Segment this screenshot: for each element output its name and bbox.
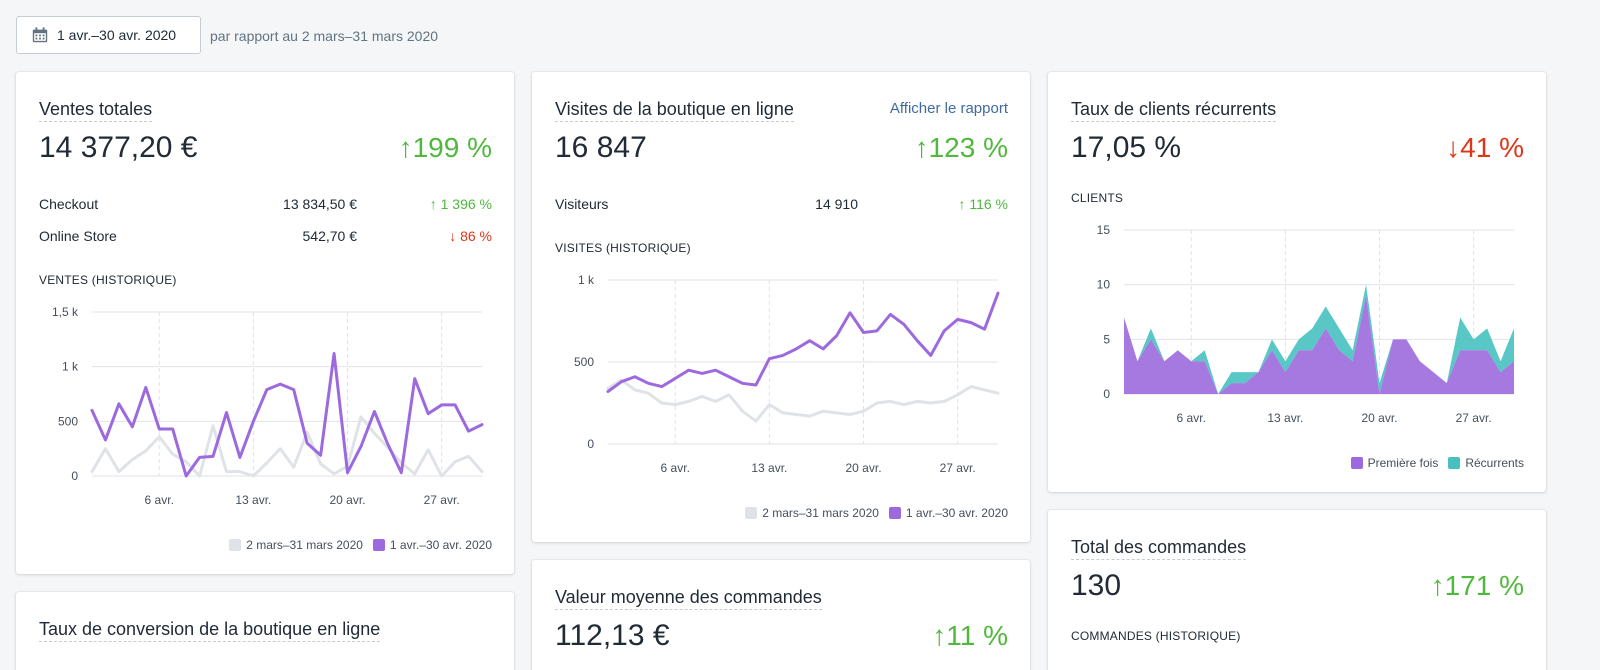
customers-label: CLIENTS xyxy=(1071,191,1124,205)
x-tick-label: 13 avr. xyxy=(751,461,787,475)
sales-history-chart: 0 500 1 k 1,5 k 6 avr. 13 avr. 20 avr. 27 avr. xyxy=(52,305,484,507)
y-tick-label: 5 xyxy=(1103,332,1110,346)
sales-row-value: 542,70 € xyxy=(302,228,358,244)
visits-history-label: VISITES (HISTORIQUE) xyxy=(555,241,691,255)
legend-swatch-returning xyxy=(1448,457,1461,469)
series-line-previous xyxy=(90,415,484,478)
total-sales-title[interactable]: Ventes totales xyxy=(39,98,153,122)
x-tick-label: 20 avr. xyxy=(1362,411,1398,425)
y-tick-label: 1,5 k xyxy=(52,305,79,319)
orders-card: Total des commandes 130 ↑171 % COMMANDES… xyxy=(1048,510,1546,670)
y-tick-label: 1 k xyxy=(578,273,595,287)
visits-legend: 2 mars–31 mars 2020 1 avr.–30 avr. 2020 xyxy=(735,506,1008,520)
visits-history-chart: 0 500 1 k 6 avr. 13 avr. 20 avr. 27 avr. xyxy=(574,273,1000,475)
sales-row-online-store: Online Store 542,70 € ↓ 86 % xyxy=(39,228,492,248)
series-line-current xyxy=(90,352,484,478)
visits-row-change: ↑ 116 % xyxy=(958,196,1008,212)
x-tick-label: 27 avr. xyxy=(940,461,976,475)
y-tick-label: 1 k xyxy=(62,360,79,374)
customers-legend: Première fois Récurrents xyxy=(1341,456,1524,470)
legend-swatch-previous xyxy=(229,539,242,551)
customers-chart: 0 5 10 15 6 avr. 13 avr. 20 avr. 27 avr. xyxy=(1097,223,1514,425)
sales-history-label: VENTES (HISTORIQUE) xyxy=(39,273,177,287)
series-line-current xyxy=(606,291,1000,394)
legend-swatch-first-time xyxy=(1350,457,1363,469)
total-sales-change: ↑199 % xyxy=(398,132,492,163)
legend-label-previous: 2 mars–31 mars 2020 xyxy=(762,506,879,520)
returning-value: 17,05 % xyxy=(1071,131,1182,164)
series-area-first-time xyxy=(1124,295,1514,394)
conversion-card: Taux de conversion de la boutique en lig… xyxy=(16,592,514,670)
legend-label-returning: Récurrents xyxy=(1465,456,1524,470)
y-tick-label: 10 xyxy=(1097,278,1111,292)
orders-change: ↑171 % xyxy=(1430,570,1524,601)
orders-value: 130 xyxy=(1071,569,1122,602)
total-sales-value: 14 377,20 € xyxy=(39,131,198,164)
sales-row-name: Online Store xyxy=(39,228,117,244)
aov-card: Valeur moyenne des commandes 112,13 € ↑1… xyxy=(532,560,1030,670)
total-sales-card: Ventes totales 14 377,20 € ↑199 % Checko… xyxy=(16,72,514,574)
legend-label-first-time: Première fois xyxy=(1367,456,1439,470)
returning-title[interactable]: Taux de clients récurrents xyxy=(1071,98,1277,122)
x-tick-label: 6 avr. xyxy=(1177,411,1206,425)
legend-swatch-previous xyxy=(745,507,758,519)
sales-row-change: ↓ 86 % xyxy=(449,228,492,244)
visits-card: Visites de la boutique en ligne Afficher… xyxy=(532,72,1030,542)
aov-change: ↑11 % xyxy=(932,620,1008,651)
visits-value: 16 847 xyxy=(555,131,647,164)
legend-label-previous: 2 mars–31 mars 2020 xyxy=(246,538,363,552)
legend-swatch-current xyxy=(372,539,385,551)
visits-change: ↑123 % xyxy=(914,132,1008,163)
date-range-label: 1 avr.–30 avr. 2020 xyxy=(57,27,177,43)
date-range-button[interactable]: 1 avr.–30 avr. 2020 xyxy=(16,16,201,54)
visits-row-value: 14 910 xyxy=(815,196,858,212)
sales-row-value: 13 834,50 € xyxy=(283,196,357,212)
view-report-link[interactable]: Afficher le rapport xyxy=(889,100,1008,117)
aov-title[interactable]: Valeur moyenne des commandes xyxy=(555,586,822,610)
legend-label-current: 1 avr.–30 avr. 2020 xyxy=(389,538,492,552)
y-tick-label: 15 xyxy=(1097,223,1111,237)
series-line-previous xyxy=(606,378,1000,423)
x-tick-label: 13 avr. xyxy=(1267,411,1303,425)
y-tick-label: 0 xyxy=(1103,387,1110,401)
sales-legend: 2 mars–31 mars 2020 1 avr.–30 avr. 2020 xyxy=(219,538,492,552)
sales-row-name: Checkout xyxy=(39,196,99,212)
returning-change: ↓41 % xyxy=(1446,132,1524,163)
series-area-returning xyxy=(1124,284,1514,394)
legend-label-current: 1 avr.–30 avr. 2020 xyxy=(905,506,1008,520)
y-tick-label: 0 xyxy=(587,437,594,451)
y-tick-label: 500 xyxy=(574,355,594,369)
x-tick-label: 6 avr. xyxy=(661,461,690,475)
legend-swatch-current xyxy=(888,507,901,519)
x-tick-label: 27 avr. xyxy=(424,493,460,507)
y-tick-label: 0 xyxy=(71,469,78,483)
x-tick-label: 20 avr. xyxy=(330,493,366,507)
orders-history-label: COMMANDES (HISTORIQUE) xyxy=(1071,629,1241,643)
x-tick-label: 20 avr. xyxy=(846,461,882,475)
x-tick-label: 6 avr. xyxy=(145,493,174,507)
x-tick-label: 27 avr. xyxy=(1456,411,1492,425)
visits-row-name: Visiteurs xyxy=(555,196,609,212)
visits-title[interactable]: Visites de la boutique en ligne xyxy=(555,98,794,122)
orders-title[interactable]: Total des commandes xyxy=(1071,536,1247,560)
sales-row-checkout: Checkout 13 834,50 € ↑ 1 396 % xyxy=(39,196,492,216)
y-tick-label: 500 xyxy=(58,414,78,428)
calendar-icon xyxy=(32,27,48,43)
compare-text: par rapport au 2 mars–31 mars 2020 xyxy=(210,28,439,44)
returning-customers-card: Taux de clients récurrents 17,05 % ↓41 %… xyxy=(1048,72,1546,492)
x-tick-label: 13 avr. xyxy=(235,493,271,507)
sales-row-change: ↑ 1 396 % xyxy=(429,196,492,212)
visits-row-visitors: Visiteurs 14 910 ↑ 116 % xyxy=(555,196,1008,216)
aov-value: 112,13 € xyxy=(555,619,670,652)
conversion-title[interactable]: Taux de conversion de la boutique en lig… xyxy=(39,618,381,642)
